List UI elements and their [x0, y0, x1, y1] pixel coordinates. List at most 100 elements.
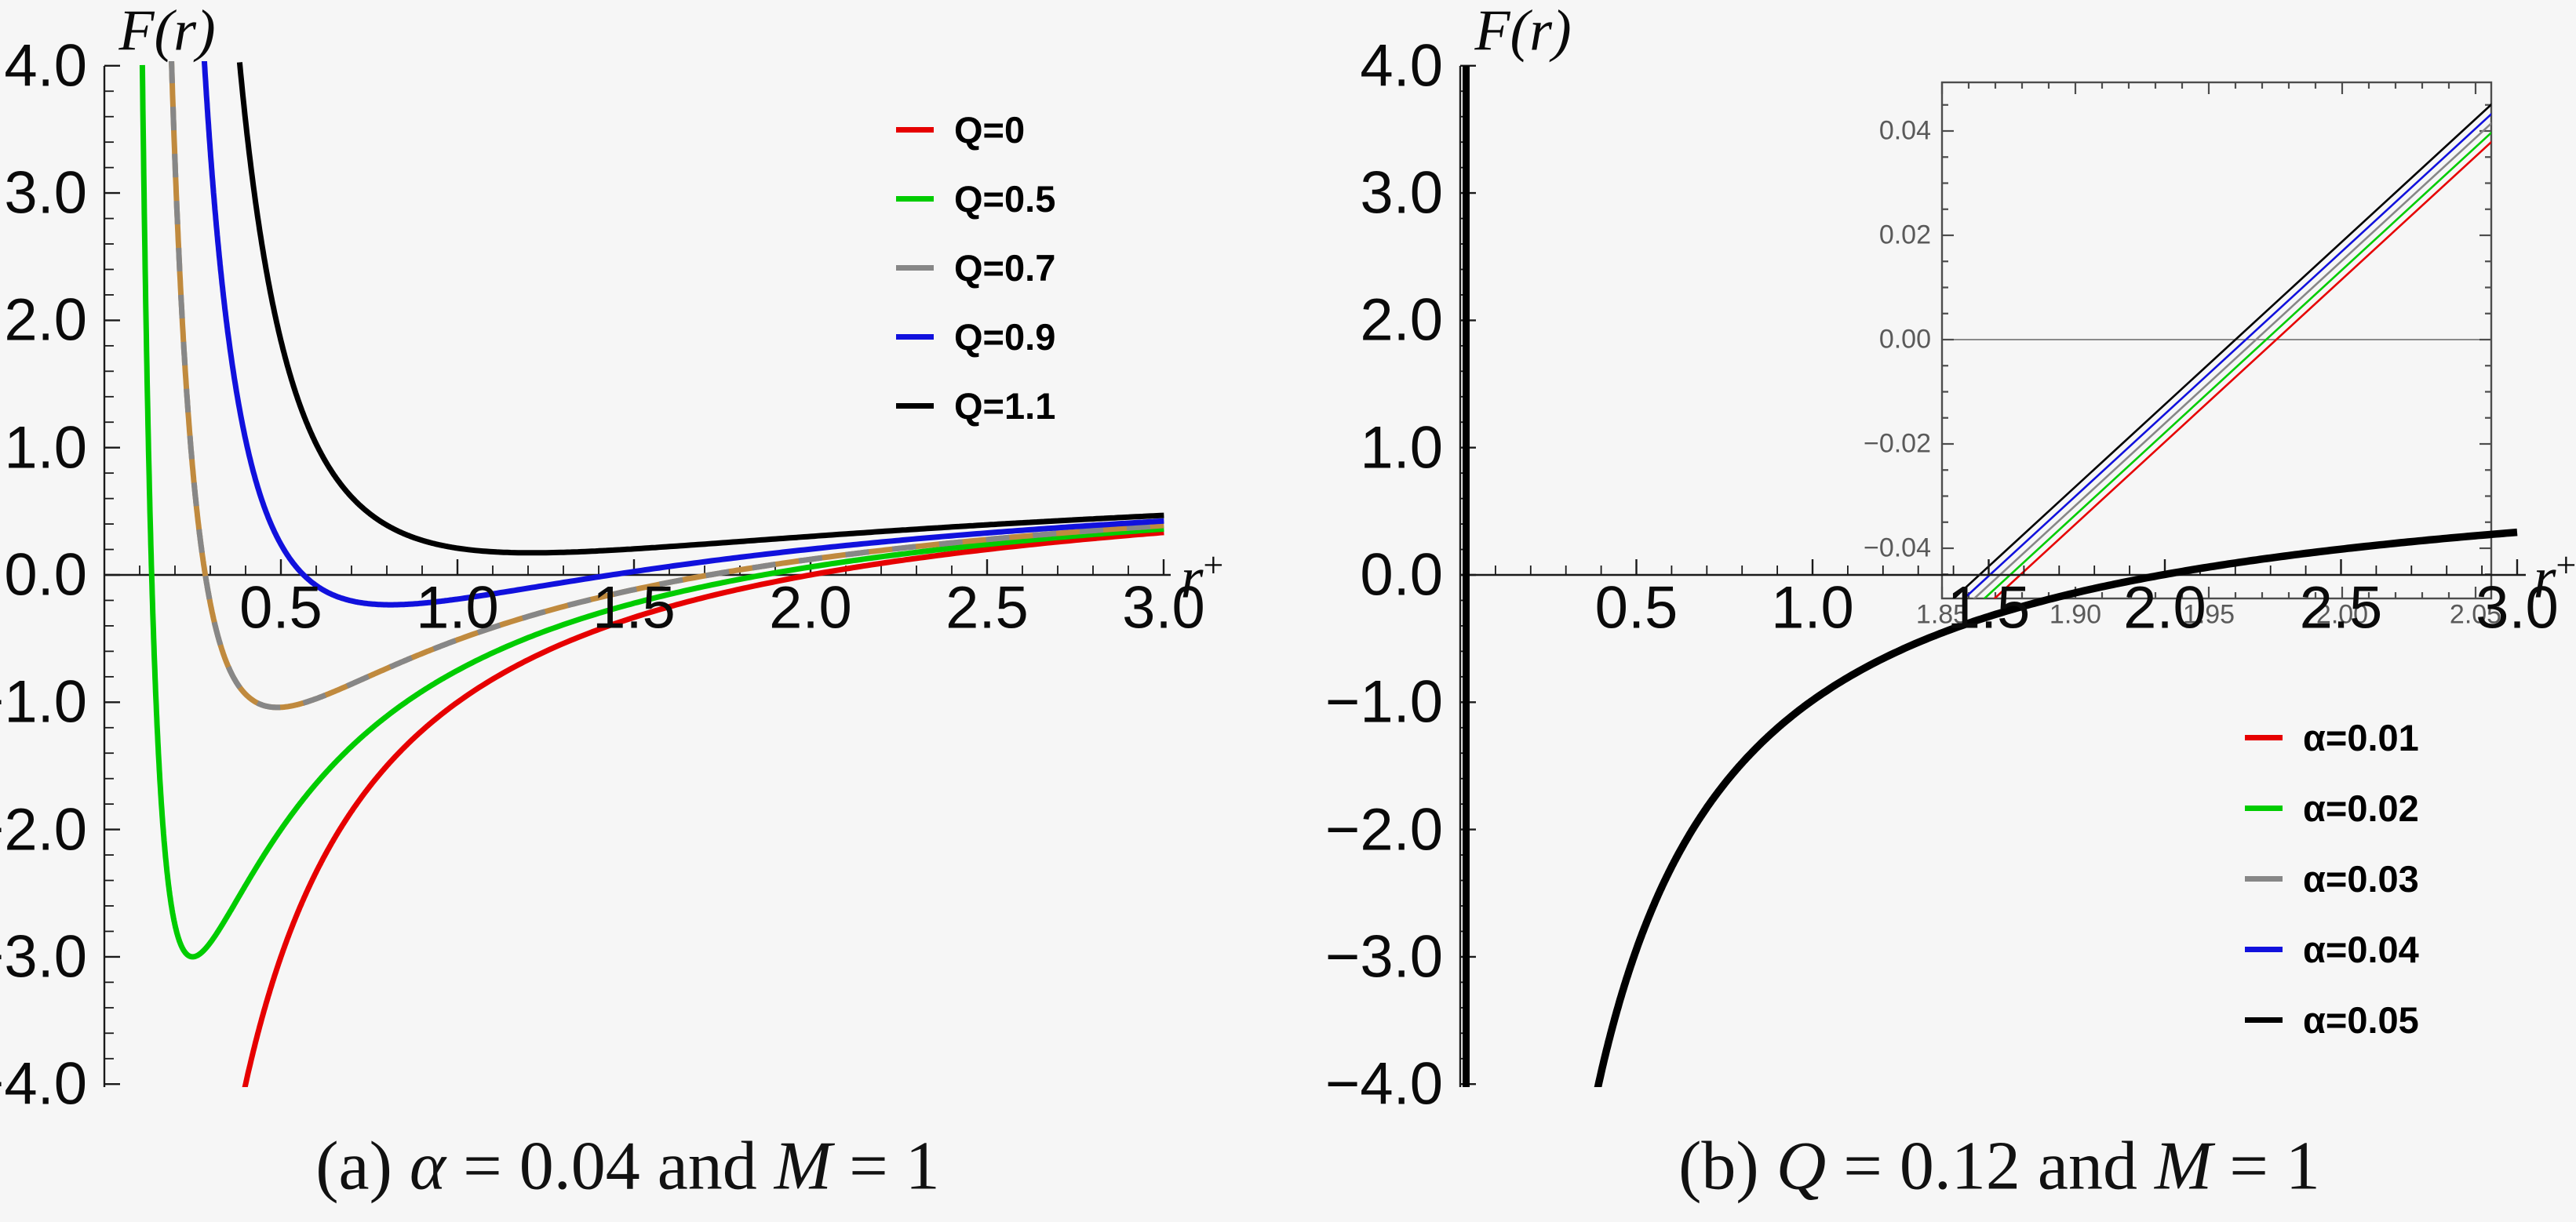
x-tick-label: 2.0	[769, 574, 852, 642]
inset-y-tick-label: 0.00	[1878, 324, 1931, 355]
inset-curve-α=0.05	[1952, 103, 2491, 598]
inset-x-tick-label: 2.00	[2315, 599, 2369, 630]
legend-item-Q=0: Q=0	[896, 108, 1025, 151]
x-tick-label: 2.0	[2123, 574, 2206, 642]
y-tick-label: −4.0	[1324, 1050, 1443, 1118]
x-tick-label: 1.0	[416, 574, 499, 642]
panel-b-xlabel-sup: +	[2556, 544, 2576, 585]
curve-a-Q=0	[242, 529, 1164, 1087]
y-tick-label: 2.0	[1360, 286, 1443, 354]
legend-swatch-Q=0	[896, 127, 934, 133]
inset-y-tick-label: 0.02	[1878, 220, 1931, 250]
curve-a-Q=0.7	[169, 61, 1164, 711]
x-tick-label: 0.5	[1594, 574, 1678, 642]
caption-a-mid: = 0.04 and	[446, 1128, 774, 1205]
legend-swatch-α=0.05	[2245, 1017, 2283, 1023]
legend-swatch-α=0.02	[2245, 806, 2283, 811]
panel-a-x-axis-title: r+	[1181, 544, 1224, 613]
x-tick-label: 3.0	[1122, 574, 1205, 642]
legend-swatch-α=0.03	[2245, 876, 2283, 882]
legend-item-Q=0.5: Q=0.5	[896, 177, 1055, 220]
x-tick-label: 0.5	[239, 574, 322, 642]
legend-label: α=0.02	[2303, 787, 2419, 829]
y-tick-label: 4.0	[1360, 32, 1443, 100]
caption-a: (a) α = 0.04 and M = 1	[315, 1127, 940, 1206]
y-tick-label: −1.0	[1324, 668, 1443, 736]
y-tick-label: 4.0	[4, 32, 87, 100]
x-tick-label: 1.5	[1947, 574, 2031, 642]
legend-item-α=0.04: α=0.04	[2245, 928, 2419, 971]
y-tick-label: −2.0	[1324, 796, 1443, 864]
legend-item-Q=1.1: Q=1.1	[896, 384, 1055, 427]
x-tick-label: 2.5	[946, 574, 1029, 642]
caption-b: (b) Q = 0.12 and M = 1	[1678, 1127, 2320, 1206]
y-tick-label: 2.0	[4, 286, 87, 354]
y-tick-label: −3.0	[0, 923, 87, 991]
legend-item-Q=0.9: Q=0.9	[896, 315, 1055, 358]
inset-x-tick-label: 1.85	[1915, 599, 1969, 630]
legend-item-α=0.03: α=0.03	[2245, 857, 2419, 900]
y-tick-label: 3.0	[4, 159, 87, 227]
caption-b-Q: Q	[1776, 1128, 1827, 1205]
inset-curve-α=0.04	[1962, 112, 2491, 598]
inset-x-tick-label: 2.05	[2449, 599, 2502, 630]
panel-b-x-axis-title: r+	[2534, 544, 2576, 613]
inset-y-tick-label: −0.04	[1863, 533, 1931, 563]
legend-swatch-Q=0.9	[896, 334, 934, 340]
legend-label: α=0.04	[2303, 929, 2419, 970]
legend-label: α=0.05	[2303, 999, 2419, 1041]
y-tick-label: 0.0	[1360, 541, 1443, 609]
legend-item-α=0.05: α=0.05	[2245, 998, 2419, 1042]
legend-swatch-α=0.01	[2245, 735, 2283, 740]
caption-a-M: M	[774, 1128, 833, 1205]
caption-a-index: (a)	[315, 1128, 410, 1205]
legend-label: Q=0.5	[954, 178, 1056, 220]
curve-a-Q=0.5	[139, 64, 1164, 960]
legend-item-α=0.01: α=0.01	[2245, 716, 2419, 759]
y-tick-label: −1.0	[0, 668, 87, 736]
y-tick-label: 0.0	[4, 541, 87, 609]
x-tick-label: 1.0	[1771, 574, 1854, 642]
panel-a-y-axis-title: F(r)	[118, 0, 215, 65]
legend-swatch-Q=0.7	[896, 265, 934, 271]
panel-a-xlabel-sup: +	[1203, 544, 1224, 585]
inset-curve-α=0.01	[1993, 140, 2491, 598]
inset-y-tick-label: 0.04	[1878, 115, 1931, 146]
legend-label: α=0.01	[2303, 717, 2419, 758]
inset-frame	[1940, 81, 2493, 600]
caption-b-tail: = 1	[2212, 1128, 2320, 1205]
curve-a-Q=1.1	[236, 62, 1164, 556]
inset-x-tick-label: 1.90	[2049, 599, 2102, 630]
x-tick-label: 1.5	[592, 574, 676, 642]
axes-A	[103, 64, 1171, 1087]
y-tick-label: 3.0	[1360, 159, 1443, 227]
legend-label: Q=1.1	[954, 385, 1056, 427]
caption-a-tail: = 1	[832, 1128, 940, 1205]
panel-a-xlabel-base: r	[1180, 546, 1204, 611]
caption-b-M: M	[2154, 1128, 2213, 1205]
y-tick-label: −4.0	[0, 1050, 87, 1118]
legend-swatch-Q=0.5	[896, 196, 934, 202]
inset-curve-α=0.02	[1983, 131, 2491, 598]
curve-a-Q=0.9	[201, 61, 1164, 608]
inset-curve-α=0.03	[1973, 122, 2491, 598]
legend-swatch-α=0.04	[2245, 947, 2283, 952]
caption-b-index: (b)	[1678, 1128, 1776, 1205]
legend-label: Q=0	[954, 109, 1026, 151]
y-tick-label: −3.0	[1324, 923, 1443, 991]
y-tick-label: −2.0	[0, 796, 87, 864]
y-tick-label: 1.0	[1360, 414, 1443, 482]
inset-y-tick-label: −0.02	[1863, 428, 1931, 459]
panel-b-xlabel-base: r	[2533, 546, 2556, 611]
panel-b-y-axis-title: F(r)	[1474, 0, 1571, 65]
x-tick-label: 3.0	[2476, 574, 2559, 642]
legend-item-Q=0.7: Q=0.7	[896, 246, 1055, 289]
curve-b-main	[1594, 528, 2518, 1087]
caption-a-alpha: α	[409, 1128, 446, 1205]
legend-item-α=0.02: α=0.02	[2245, 787, 2419, 830]
x-tick-label: 2.5	[2299, 574, 2383, 642]
legend-swatch-Q=1.1	[896, 403, 934, 409]
panel-a-ylabel-text: F(r)	[118, 0, 216, 64]
inset-x-tick-label: 1.95	[2182, 599, 2235, 630]
